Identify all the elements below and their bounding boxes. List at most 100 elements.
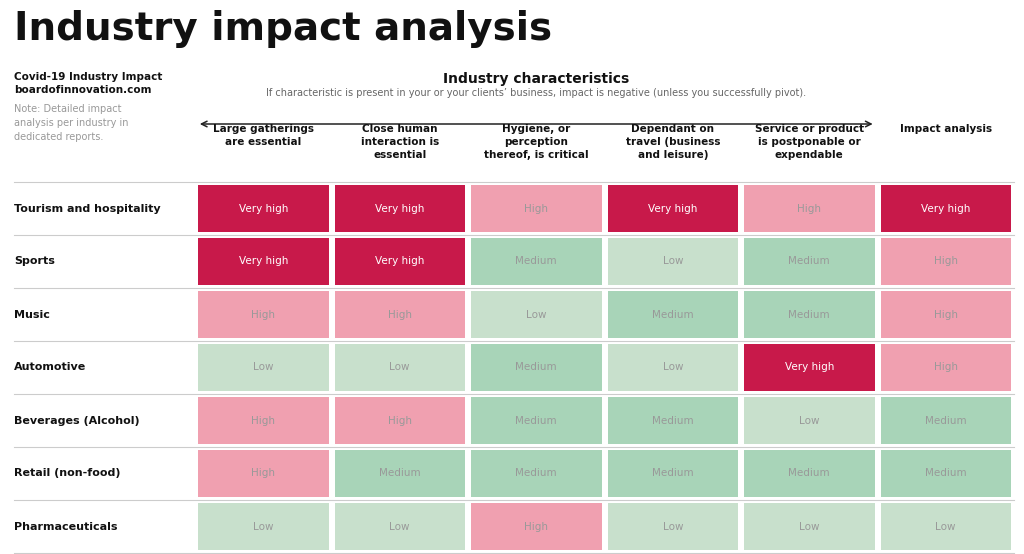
- Bar: [198, 344, 329, 391]
- Text: Beverages (Alcohol): Beverages (Alcohol): [14, 416, 139, 425]
- Text: Close human
interaction is
essential: Close human interaction is essential: [360, 124, 439, 161]
- Bar: [744, 238, 874, 285]
- Text: High: High: [798, 203, 821, 213]
- Bar: [607, 397, 738, 444]
- Text: Note: Detailed impact
analysis per industry in
dedicated reports.: Note: Detailed impact analysis per indus…: [14, 104, 128, 142]
- Text: Impact analysis: Impact analysis: [900, 124, 992, 134]
- Text: Very high: Very high: [375, 203, 424, 213]
- Text: Low: Low: [799, 416, 819, 425]
- Bar: [471, 503, 601, 550]
- Text: Low: Low: [526, 310, 547, 320]
- Text: High: High: [934, 362, 957, 372]
- Text: Low: Low: [389, 521, 410, 531]
- Text: Hygiene, or
perception
thereof, is critical: Hygiene, or perception thereof, is criti…: [484, 124, 589, 161]
- Bar: [198, 291, 329, 338]
- Bar: [335, 185, 465, 232]
- Text: Very high: Very high: [648, 203, 697, 213]
- Bar: [744, 185, 874, 232]
- Bar: [744, 344, 874, 391]
- Text: Low: Low: [663, 257, 683, 266]
- Text: Medium: Medium: [652, 416, 693, 425]
- Bar: [881, 344, 1011, 391]
- Bar: [607, 450, 738, 497]
- Text: High: High: [524, 203, 548, 213]
- Bar: [744, 450, 874, 497]
- Text: Medium: Medium: [515, 362, 557, 372]
- Text: Tourism and hospitality: Tourism and hospitality: [14, 203, 161, 213]
- Bar: [335, 238, 465, 285]
- Text: Retail (non-food): Retail (non-food): [14, 469, 121, 479]
- Bar: [881, 185, 1011, 232]
- Bar: [198, 238, 329, 285]
- Bar: [607, 291, 738, 338]
- Text: Medium: Medium: [925, 469, 967, 479]
- Text: Low: Low: [663, 362, 683, 372]
- Text: Medium: Medium: [515, 469, 557, 479]
- Bar: [471, 450, 601, 497]
- Bar: [471, 185, 601, 232]
- Text: Very high: Very high: [239, 203, 288, 213]
- Bar: [198, 503, 329, 550]
- Text: Low: Low: [936, 521, 956, 531]
- Text: Low: Low: [663, 521, 683, 531]
- Text: Pharmaceuticals: Pharmaceuticals: [14, 521, 118, 531]
- Text: Very high: Very high: [375, 257, 424, 266]
- Bar: [471, 397, 601, 444]
- Bar: [881, 503, 1011, 550]
- Bar: [471, 238, 601, 285]
- Text: Automotive: Automotive: [14, 362, 86, 372]
- Bar: [881, 291, 1011, 338]
- Text: Medium: Medium: [788, 257, 830, 266]
- Text: High: High: [524, 521, 548, 531]
- Text: Large gatherings
are essential: Large gatherings are essential: [213, 124, 313, 147]
- Bar: [881, 238, 1011, 285]
- Text: High: High: [388, 310, 412, 320]
- Bar: [607, 503, 738, 550]
- Bar: [744, 397, 874, 444]
- Text: Service or product
is postponable or
expendable: Service or product is postponable or exp…: [755, 124, 864, 161]
- Bar: [198, 397, 329, 444]
- Text: boardofinnovation.com: boardofinnovation.com: [14, 85, 152, 95]
- Bar: [607, 344, 738, 391]
- Text: Dependant on
travel (business
and leisure): Dependant on travel (business and leisur…: [626, 124, 720, 161]
- Bar: [335, 450, 465, 497]
- Text: High: High: [934, 257, 957, 266]
- Text: Very high: Very high: [921, 203, 971, 213]
- Text: Medium: Medium: [788, 310, 830, 320]
- Text: Medium: Medium: [515, 416, 557, 425]
- Text: Very high: Very high: [239, 257, 288, 266]
- Bar: [335, 344, 465, 391]
- Bar: [471, 344, 601, 391]
- Bar: [335, 291, 465, 338]
- Text: High: High: [251, 310, 275, 320]
- Text: Music: Music: [14, 310, 50, 320]
- Text: Medium: Medium: [652, 469, 693, 479]
- Text: Medium: Medium: [379, 469, 421, 479]
- Text: Covid-19 Industry Impact: Covid-19 Industry Impact: [14, 72, 163, 82]
- Text: Very high: Very high: [784, 362, 834, 372]
- Text: Low: Low: [253, 362, 273, 372]
- Text: Medium: Medium: [652, 310, 693, 320]
- Bar: [744, 503, 874, 550]
- Bar: [881, 450, 1011, 497]
- Text: Low: Low: [253, 521, 273, 531]
- Text: High: High: [251, 416, 275, 425]
- Bar: [335, 397, 465, 444]
- Bar: [607, 185, 738, 232]
- Bar: [335, 503, 465, 550]
- Text: Sports: Sports: [14, 257, 55, 266]
- Text: High: High: [934, 310, 957, 320]
- Bar: [198, 185, 329, 232]
- Text: Medium: Medium: [515, 257, 557, 266]
- Text: Industry impact analysis: Industry impact analysis: [14, 10, 552, 48]
- Text: Industry characteristics: Industry characteristics: [443, 72, 630, 86]
- Bar: [607, 238, 738, 285]
- Bar: [198, 450, 329, 497]
- Text: If characteristic is present in your or your clients’ business, impact is negati: If characteristic is present in your or …: [266, 88, 806, 98]
- Text: Low: Low: [389, 362, 410, 372]
- Text: High: High: [388, 416, 412, 425]
- Text: High: High: [251, 469, 275, 479]
- Text: Medium: Medium: [788, 469, 830, 479]
- Bar: [744, 291, 874, 338]
- Bar: [471, 291, 601, 338]
